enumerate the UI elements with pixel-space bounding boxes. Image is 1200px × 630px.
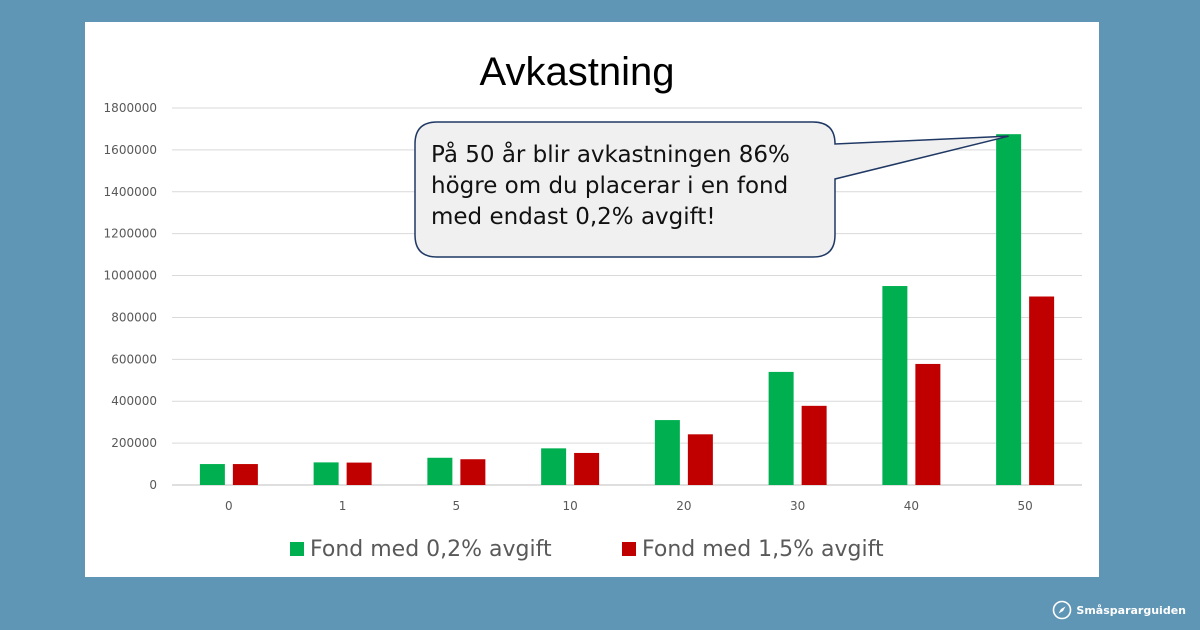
bars xyxy=(199,134,1055,486)
chart-title: Avkastning xyxy=(480,50,675,94)
bar xyxy=(654,420,680,485)
legend-label: Fond med 0,2% avgift xyxy=(310,537,552,562)
bar xyxy=(574,452,600,485)
annotation-line: högre om du placerar i en fond xyxy=(431,173,789,199)
y-axis-ticks: 0 200000 400000 600000 800000 1000000 1200000 1… xyxy=(104,101,157,492)
compass-icon xyxy=(1053,600,1072,620)
bar xyxy=(768,371,794,485)
y-tick-label: 400000 xyxy=(111,394,157,408)
x-tick-label: 5 xyxy=(453,499,461,513)
bar xyxy=(346,462,372,485)
annotation-line: På 50 år blir avkastningen 86% xyxy=(431,142,790,168)
bar xyxy=(687,434,713,485)
bar xyxy=(996,134,1022,486)
legend-swatch xyxy=(290,542,304,556)
x-tick-label: 30 xyxy=(790,499,805,513)
x-tick-label: 10 xyxy=(562,499,577,513)
annotation-text: På 50 år blir avkastningen 86% högre om … xyxy=(431,140,831,233)
y-tick-label: 1800000 xyxy=(104,101,157,115)
x-tick-label: 20 xyxy=(676,499,691,513)
x-axis-ticks: 0 1 5 10 20 30 40 50 xyxy=(225,499,1033,513)
bar xyxy=(199,464,225,485)
y-tick-label: 1400000 xyxy=(104,185,157,199)
y-tick-label: 1600000 xyxy=(104,143,157,157)
bar xyxy=(882,286,908,485)
annotation-callout xyxy=(414,121,1009,258)
bar xyxy=(1029,296,1055,485)
chart-card: Avkastning 0 200000 400000 600000 800000 1000… xyxy=(85,22,1099,577)
y-tick-label: 600000 xyxy=(111,352,157,366)
legend-swatch xyxy=(622,542,636,556)
y-tick-label: 800000 xyxy=(111,310,157,324)
bar xyxy=(313,462,339,485)
y-tick-label: 1000000 xyxy=(104,269,157,283)
legend: Fond med 0,2% avgift Fond med 1,5% avgift xyxy=(290,537,884,562)
x-tick-label: 0 xyxy=(225,499,233,513)
y-tick-label: 200000 xyxy=(111,436,157,450)
bar xyxy=(541,448,567,485)
bar-chart: Avkastning 02000004000006000008000001000… xyxy=(104,50,1082,562)
bar xyxy=(427,457,453,485)
callout-bubble xyxy=(414,121,1009,258)
x-tick-label: 1 xyxy=(339,499,347,513)
brand-logo: Småspararguiden xyxy=(1052,599,1186,621)
y-tick-label: 1200000 xyxy=(104,227,157,241)
legend-label: Fond med 1,5% avgift xyxy=(642,537,884,562)
bar xyxy=(915,363,941,485)
annotation-line: med endast 0,2% avgift! xyxy=(431,204,716,230)
brand-name: Småspararguiden xyxy=(1076,603,1186,617)
y-tick-label: 0 xyxy=(149,478,157,492)
x-tick-label: 50 xyxy=(1017,499,1032,513)
bar xyxy=(801,405,827,485)
bar xyxy=(460,459,486,485)
bar xyxy=(232,464,258,485)
x-tick-label: 40 xyxy=(904,499,919,513)
